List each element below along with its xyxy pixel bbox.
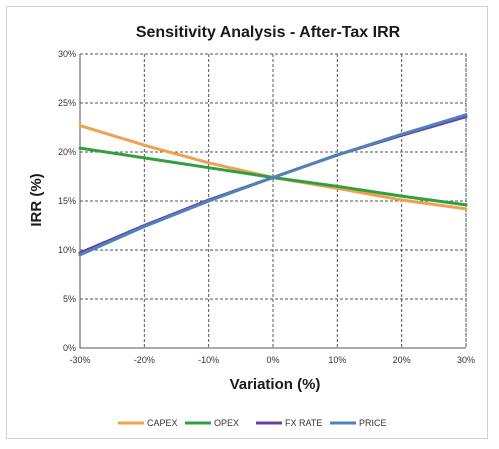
y-tick-label: 25% (58, 98, 76, 108)
y-axis-title: IRR (%) (28, 173, 45, 226)
legend-label-price: PRICE (359, 418, 387, 428)
y-tick-label: 30% (58, 49, 76, 59)
y-tick-label: 0% (63, 343, 76, 353)
y-tick-label: 5% (63, 294, 76, 304)
y-tick-label: 10% (58, 245, 76, 255)
legend: CAPEX OPEX FX RATE PRICE (118, 418, 387, 428)
series-lines (78, 113, 468, 257)
x-axis-title: Variation (%) (230, 376, 321, 393)
x-tick-label: 20% (393, 355, 411, 365)
y-tick-label: 20% (58, 147, 76, 157)
series-line-price (78, 113, 468, 257)
chart-title: Sensitivity Analysis - After-Tax IRR (136, 24, 401, 41)
x-tick-label: -10% (198, 355, 219, 365)
x-tick-label: -30% (69, 355, 90, 365)
x-tick-label: 30% (457, 355, 475, 365)
legend-label-fx-rate: FX RATE (285, 418, 322, 428)
x-tick-label: 10% (328, 355, 346, 365)
legend-label-opex: OPEX (214, 418, 239, 428)
x-tick-label: -20% (134, 355, 155, 365)
tick-labels: 0% 5% 10% 15% 20% 25% 30% -30% -20% -10% 0% 10% 20% 3… (58, 49, 475, 365)
chart-frame (6, 6, 488, 439)
x-tick-label: 0% (266, 355, 279, 365)
y-tick-label: 15% (58, 196, 76, 206)
legend-label-capex: CAPEX (147, 418, 178, 428)
